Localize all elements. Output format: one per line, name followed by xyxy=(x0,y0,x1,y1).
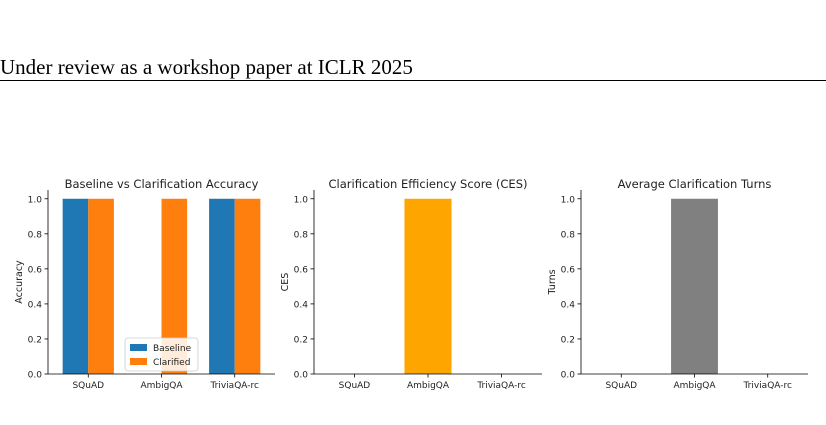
y-tick-label: 0.4 xyxy=(28,300,43,310)
chart-turns: Average Clarification Turns 0.0 0.2 0.4 0.6 0… xyxy=(547,177,808,391)
y-tick-label: 0.8 xyxy=(561,230,576,240)
x-tick-label: AmbigQA xyxy=(673,381,716,391)
running-head: Under review as a workshop paper at ICLR… xyxy=(0,55,413,79)
bar-ambigqa xyxy=(671,198,718,374)
y-tick-label: 0.0 xyxy=(294,371,309,381)
x-tick-label: SQuAD xyxy=(339,381,371,391)
y-tick-label: 0.0 xyxy=(28,371,43,381)
y-tick-label: 0.4 xyxy=(294,300,309,310)
y-axis-label: Turns xyxy=(547,269,558,295)
y-tick-label: 0.2 xyxy=(294,335,308,345)
y-tick-label: 1.0 xyxy=(561,195,576,205)
x-tick-label: SQuAD xyxy=(605,381,637,391)
y-tick-label: 0.8 xyxy=(294,230,309,240)
header-rule xyxy=(0,80,826,81)
y-tick-label: 0.6 xyxy=(28,265,43,275)
y-tick-label: 0.4 xyxy=(561,300,576,310)
legend-swatch-clarified xyxy=(130,358,147,365)
bar-baseline-triviaqa-rc xyxy=(209,198,235,374)
x-tick-label: TriviaQA-rc xyxy=(209,381,259,391)
y-tick-label: 1.0 xyxy=(294,195,309,205)
bar-clarified-squad xyxy=(88,198,114,374)
x-tick-label: SQuAD xyxy=(72,381,104,391)
bar-clarified-triviaqa-rc xyxy=(234,198,261,374)
y-tick-label: 0.2 xyxy=(28,335,42,345)
bar-ambigqa xyxy=(404,198,452,374)
y-tick-label: 0.8 xyxy=(28,230,43,240)
chart-title: Clarification Efficiency Score (CES) xyxy=(329,177,528,191)
x-tick-label: TriviaQA-rc xyxy=(476,381,526,391)
y-tick-label: 0.6 xyxy=(561,265,576,275)
y-tick-label: 0.2 xyxy=(561,335,575,345)
y-axis-label: CES xyxy=(280,273,291,292)
y-tick-label: 0.0 xyxy=(561,371,576,381)
y-tick-label: 1.0 xyxy=(28,195,43,205)
chart-title: Baseline vs Clarification Accuracy xyxy=(65,177,259,191)
legend-label-clarified: Clarified xyxy=(153,358,190,368)
chart-accuracy: Baseline vs Clarification Accuracy 0.0 0.2… xyxy=(14,177,275,391)
legend-swatch-baseline xyxy=(130,344,147,351)
chart-title: Average Clarification Turns xyxy=(618,177,772,191)
y-tick-label: 0.6 xyxy=(294,265,309,275)
bar-baseline-squad xyxy=(62,198,89,374)
legend: Baseline Clarified xyxy=(124,337,199,372)
x-tick-label: TriviaQA-rc xyxy=(742,381,792,391)
x-tick-label: AmbigQA xyxy=(407,381,450,391)
x-tick-label: AmbigQA xyxy=(140,381,183,391)
y-axis-label: Accuracy xyxy=(14,260,25,304)
chart-ces: Clarification Efficiency Score (CES) 0.0 0… xyxy=(280,177,542,391)
legend-label-baseline: Baseline xyxy=(153,344,192,354)
